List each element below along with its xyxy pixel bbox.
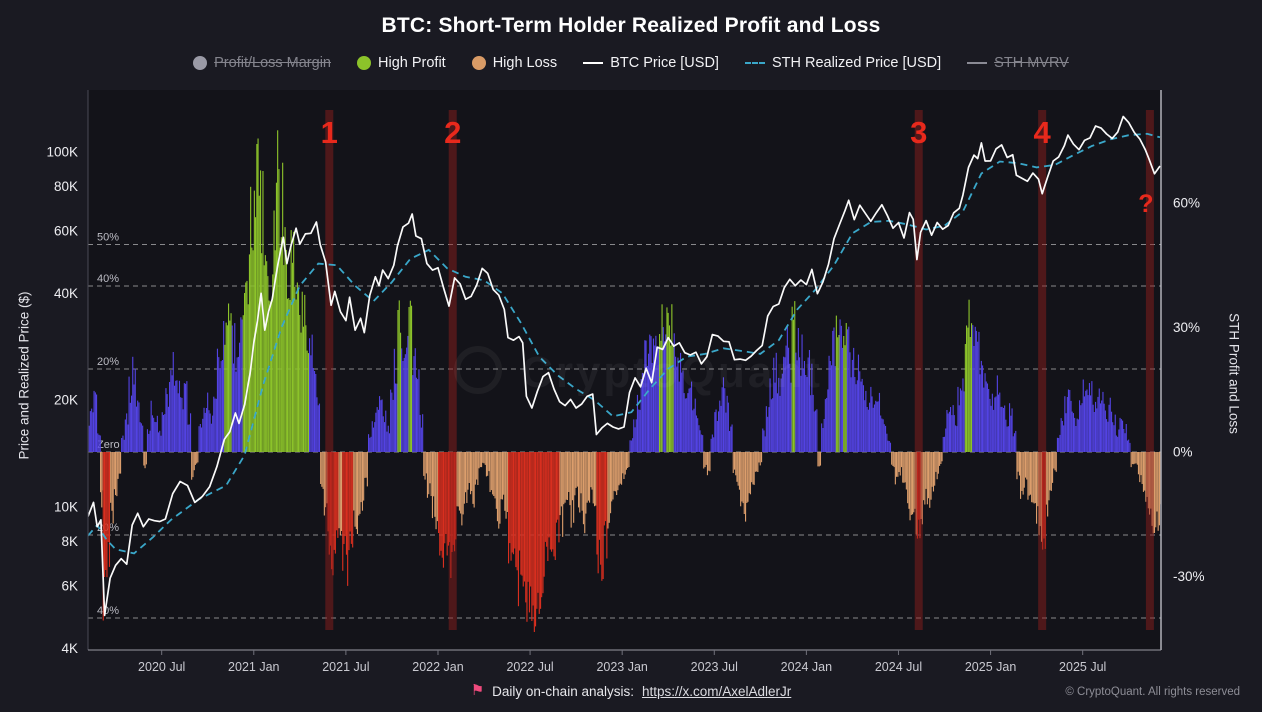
event-marker-bar [914, 110, 923, 630]
legend-item-btc-price-usd-[interactable]: BTC Price [USD] [583, 55, 719, 71]
event-label: 3 [910, 115, 927, 150]
legend-item-high-profit[interactable]: High Profit [357, 55, 446, 71]
event-marker-bar [1038, 110, 1047, 630]
legend-item-sth-mvrv[interactable]: STH MVRV [967, 55, 1069, 71]
legend-item-label: STH MVRV [994, 55, 1069, 71]
left-axis-tick-label: 40K [54, 286, 78, 301]
left-axis-tick-label: 80K [54, 179, 78, 194]
event-label: 2 [444, 115, 461, 150]
legend: Profit/Loss Margin High Profit High Loss BT… [0, 55, 1262, 71]
left-axis-tick-label: 4K [61, 641, 78, 656]
left-axis-tick-label: 20K [54, 393, 78, 408]
watermark: CryptoQuant [521, 348, 823, 397]
legend-item-high-loss[interactable]: High Loss [471, 55, 558, 71]
left-axis-tick-label: 8K [61, 534, 78, 549]
event-marker-bar [1145, 110, 1154, 630]
legend-item-label: STH Realized Price [USD] [771, 55, 942, 71]
event-label: 1 [321, 115, 338, 150]
event-marker-bar [448, 110, 457, 630]
footer: ⚑ Daily on-chain analysis: https://x.com… [0, 682, 1262, 700]
legend-item-label: BTC Price [USD] [610, 55, 719, 71]
x-axis-tick-label: 2025 Jul [1059, 660, 1106, 674]
right-axis-tick-label: 0% [1173, 445, 1193, 460]
legend-marker-icon [967, 62, 988, 64]
page-title: BTC: Short-Term Holder Realized Profit a… [381, 14, 881, 37]
legend-marker-icon [357, 56, 371, 70]
margin-gridline-label: 20% [97, 356, 119, 368]
x-axis-tick-label: 2025 Jan [965, 660, 1016, 674]
sth-realized-price-line [88, 132, 1161, 555]
event-label: 4 [1034, 115, 1052, 150]
author-link[interactable]: https://x.com/AxelAdlerJr [641, 683, 792, 699]
legend-item-profit-loss-margin[interactable]: Profit/Loss Margin [193, 55, 331, 71]
margin-gridline-label: 50% [97, 232, 119, 244]
right-axis-tick-label: -30% [1173, 569, 1205, 584]
left-axis-tick-label: 60K [54, 223, 78, 238]
margin-gridline-label: 40% [97, 605, 119, 617]
legend-item-label: Profit/Loss Margin [214, 55, 331, 71]
legend-item-label: High Profit [378, 55, 446, 71]
margin-gridline-label: 40% [97, 273, 119, 285]
right-axis-tick-label: 60% [1173, 196, 1200, 211]
margin-gridline-label: Zero [97, 439, 120, 451]
footer-text: Daily on-chain analysis: [492, 683, 634, 699]
right-axis-tick-label: 30% [1173, 320, 1200, 335]
event-label: ? [1138, 190, 1153, 218]
watermark-logo-icon [454, 346, 502, 394]
left-axis-tick-label: 10K [54, 500, 78, 515]
x-axis-tick-label: 2020 Jul [138, 660, 185, 674]
x-axis-tick-label: 2022 Jan [412, 660, 463, 674]
legend-item-label: High Loss [492, 55, 558, 71]
btc-price-line [88, 115, 1161, 617]
x-axis-tick-label: 2024 Jul [875, 660, 922, 674]
x-axis-tick-label: 2023 Jul [691, 660, 738, 674]
legend-item-sth-realized-price-usd-[interactable]: STH Realized Price [USD] [744, 55, 942, 71]
x-axis-tick-label: 2024 Jan [781, 660, 832, 674]
x-axis-tick-label: 2021 Jul [322, 660, 369, 674]
left-axis-tick-label: 6K [61, 578, 78, 593]
left-axis-tick-label: 100K [46, 145, 78, 160]
event-marker-bar [325, 110, 334, 630]
legend-marker-icon [744, 62, 765, 64]
x-axis-tick-label: 2022 Jul [506, 660, 553, 674]
legend-marker-icon [193, 56, 208, 70]
x-axis-tick-label: 2021 Jan [228, 660, 279, 674]
legend-marker-icon [583, 62, 604, 64]
x-axis-tick-label: 2023 Jan [596, 660, 647, 674]
flag-icon: ⚑ [470, 682, 485, 699]
legend-marker-icon [471, 56, 486, 70]
copyright: © CryptoQuant. All rights reserved [1065, 686, 1240, 698]
